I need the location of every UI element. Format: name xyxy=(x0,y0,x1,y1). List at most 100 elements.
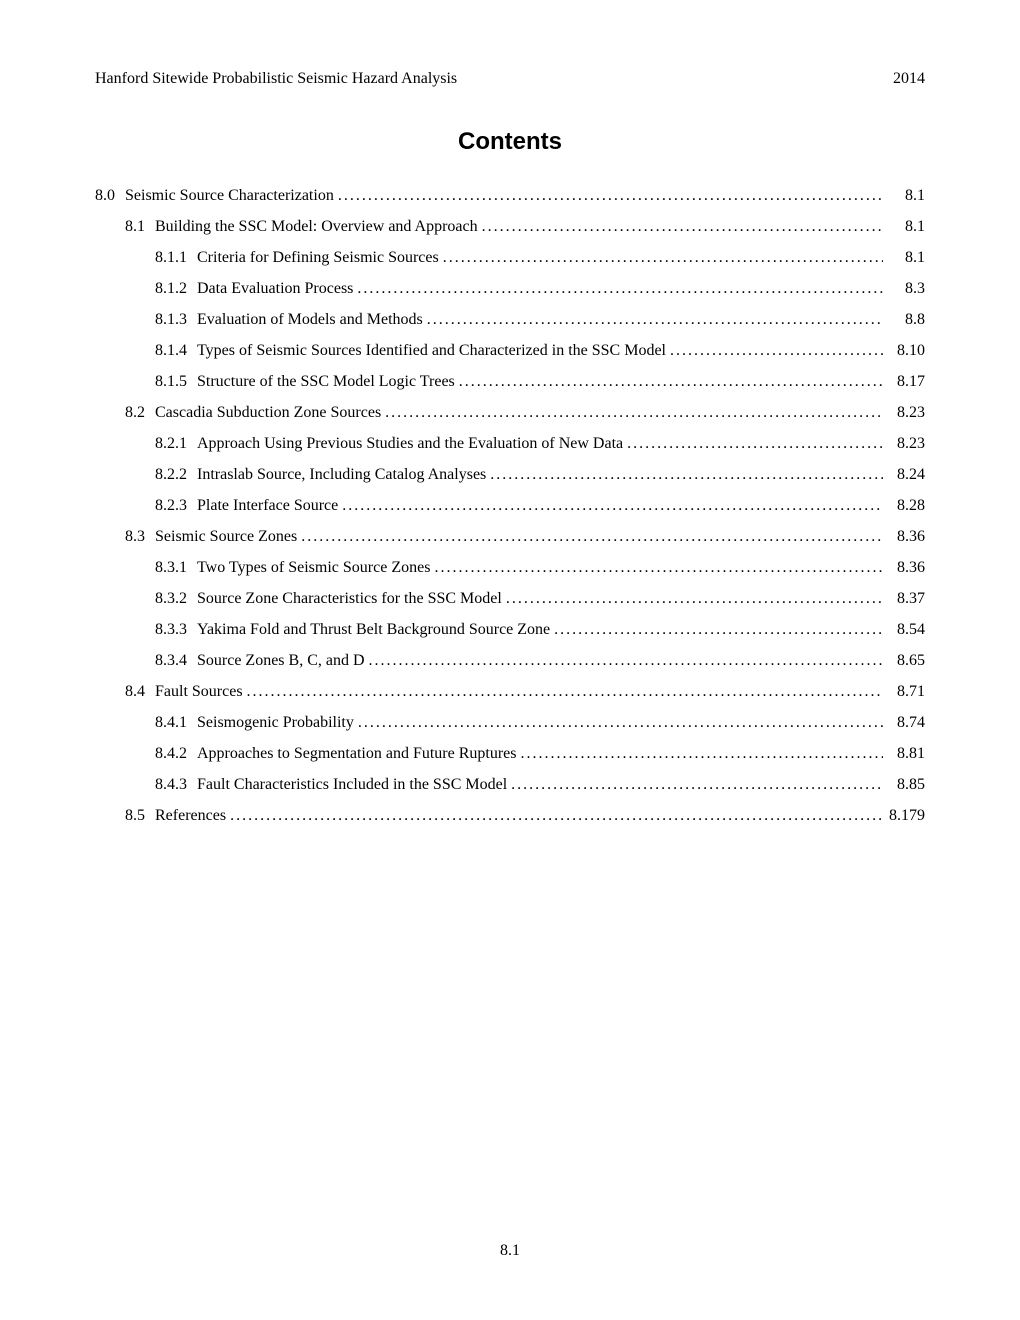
toc-entry-page: 8.23 xyxy=(883,432,925,456)
toc-entry-title: Intraslab Source, Including Catalog Anal… xyxy=(197,463,486,487)
toc-row: 8.2.1Approach Using Previous Studies and… xyxy=(95,432,925,456)
toc-row: 8.1.3Evaluation of Models and Methods...… xyxy=(95,308,925,332)
toc-leader-dots: ........................................… xyxy=(226,804,883,828)
toc-row: 8.2.3Plate Interface Source.............… xyxy=(95,494,925,518)
toc-entry-page: 8.1 xyxy=(883,184,925,208)
toc-row: 8.3Seismic Source Zones.................… xyxy=(95,525,925,549)
toc-entry-page: 8.17 xyxy=(883,370,925,394)
toc-entry-title: Building the SSC Model: Overview and App… xyxy=(155,215,478,239)
toc-row: 8.3.1Two Types of Seismic Source Zones..… xyxy=(95,556,925,580)
toc-entry-number: 8.1.5 xyxy=(95,370,197,394)
toc-row: 8.0Seismic Source Characterization......… xyxy=(95,184,925,208)
toc-entry-page: 8.28 xyxy=(883,494,925,518)
toc-entry-number: 8.4.3 xyxy=(95,773,197,797)
toc-leader-dots: ........................................… xyxy=(353,277,883,301)
toc-row: 8.4.1Seismogenic Probability............… xyxy=(95,711,925,735)
toc-row: 8.2.2Intraslab Source, Including Catalog… xyxy=(95,463,925,487)
toc-entry-number: 8.3 xyxy=(95,525,155,549)
toc-entry-number: 8.2.1 xyxy=(95,432,197,456)
toc-leader-dots: ........................................… xyxy=(430,556,883,580)
toc-row: 8.3.4Source Zones B, C, and D...........… xyxy=(95,649,925,673)
toc-entry-number: 8.2.3 xyxy=(95,494,197,518)
toc-entry-page: 8.36 xyxy=(883,525,925,549)
toc-row: 8.3.3Yakima Fold and Thrust Belt Backgro… xyxy=(95,618,925,642)
toc-entry-page: 8.65 xyxy=(883,649,925,673)
toc-entry-page: 8.1 xyxy=(883,215,925,239)
toc-entry-number: 8.1.2 xyxy=(95,277,197,301)
toc-row: 8.1.2Data Evaluation Process............… xyxy=(95,277,925,301)
toc-leader-dots: ........................................… xyxy=(334,184,883,208)
toc-entry-number: 8.2.2 xyxy=(95,463,197,487)
toc-entry-title: Source Zone Characteristics for the SSC … xyxy=(197,587,502,611)
toc-entry-title: Approaches to Segmentation and Future Ru… xyxy=(197,742,517,766)
toc-entry-page: 8.24 xyxy=(883,463,925,487)
toc-row: 8.2Cascadia Subduction Zone Sources.....… xyxy=(95,401,925,425)
toc-entry-page: 8.54 xyxy=(883,618,925,642)
toc-entry-title: Evaluation of Models and Methods xyxy=(197,308,423,332)
header-year: 2014 xyxy=(893,70,925,88)
toc-leader-dots: ........................................… xyxy=(478,215,883,239)
toc-entry-number: 8.1 xyxy=(95,215,155,239)
toc-row: 8.4Fault Sources........................… xyxy=(95,680,925,704)
toc-row: 8.3.2Source Zone Characteristics for the… xyxy=(95,587,925,611)
toc-entry-number: 8.1.4 xyxy=(95,339,197,363)
toc-entry-number: 8.4.2 xyxy=(95,742,197,766)
toc-entry-title: Source Zones B, C, and D xyxy=(197,649,365,673)
toc-row: 8.1.4Types of Seismic Sources Identified… xyxy=(95,339,925,363)
toc-row: 8.1Building the SSC Model: Overview and … xyxy=(95,215,925,239)
toc-row: 8.5References...........................… xyxy=(95,804,925,828)
toc-entry-title: Fault Sources xyxy=(155,680,243,704)
toc-entry-page: 8.1 xyxy=(883,246,925,270)
toc-leader-dots: ........................................… xyxy=(354,711,883,735)
toc-entry-page: 8.81 xyxy=(883,742,925,766)
toc-entry-number: 8.3.1 xyxy=(95,556,197,580)
toc-entry-title: Yakima Fold and Thrust Belt Background S… xyxy=(197,618,550,642)
toc-leader-dots: ........................................… xyxy=(297,525,883,549)
toc-entry-title: Plate Interface Source xyxy=(197,494,338,518)
table-of-contents: 8.0Seismic Source Characterization......… xyxy=(95,184,925,828)
toc-leader-dots: ........................................… xyxy=(381,401,883,425)
toc-entry-page: 8.37 xyxy=(883,587,925,611)
toc-leader-dots: ........................................… xyxy=(365,649,883,673)
page-header: Hanford Sitewide Probabilistic Seismic H… xyxy=(95,70,925,88)
toc-entry-number: 8.3.4 xyxy=(95,649,197,673)
toc-entry-title: Approach Using Previous Studies and the … xyxy=(197,432,623,456)
toc-row: 8.1.5Structure of the SSC Model Logic Tr… xyxy=(95,370,925,394)
toc-entry-title: References xyxy=(155,804,226,828)
toc-leader-dots: ........................................… xyxy=(423,308,883,332)
toc-entry-title: Structure of the SSC Model Logic Trees xyxy=(197,370,455,394)
toc-entry-number: 8.3.2 xyxy=(95,587,197,611)
toc-leader-dots: ........................................… xyxy=(243,680,883,704)
toc-leader-dots: ........................................… xyxy=(338,494,883,518)
toc-leader-dots: ........................................… xyxy=(666,339,883,363)
toc-entry-title: Seismic Source Zones xyxy=(155,525,297,549)
toc-entry-title: Two Types of Seismic Source Zones xyxy=(197,556,430,580)
toc-leader-dots: ........................................… xyxy=(517,742,884,766)
toc-entry-page: 8.3 xyxy=(883,277,925,301)
toc-entry-number: 8.5 xyxy=(95,804,155,828)
contents-heading: Contents xyxy=(95,128,925,156)
toc-entry-title: Data Evaluation Process xyxy=(197,277,353,301)
toc-leader-dots: ........................................… xyxy=(502,587,883,611)
toc-entry-page: 8.8 xyxy=(883,308,925,332)
toc-entry-page: 8.71 xyxy=(883,680,925,704)
toc-entry-number: 8.3.3 xyxy=(95,618,197,642)
toc-entry-number: 8.4 xyxy=(95,680,155,704)
toc-entry-page: 8.10 xyxy=(883,339,925,363)
toc-leader-dots: ........................................… xyxy=(486,463,883,487)
toc-entry-number: 8.0 xyxy=(95,184,125,208)
toc-entry-title: Criteria for Defining Seismic Sources xyxy=(197,246,439,270)
toc-entry-title: Seismogenic Probability xyxy=(197,711,354,735)
toc-entry-number: 8.1.1 xyxy=(95,246,197,270)
toc-entry-title: Cascadia Subduction Zone Sources xyxy=(155,401,381,425)
toc-entry-title: Types of Seismic Sources Identified and … xyxy=(197,339,666,363)
toc-entry-title: Seismic Source Characterization xyxy=(125,184,334,208)
toc-entry-page: 8.85 xyxy=(883,773,925,797)
toc-row: 8.4.2Approaches to Segmentation and Futu… xyxy=(95,742,925,766)
toc-entry-title: Fault Characteristics Included in the SS… xyxy=(197,773,507,797)
toc-leader-dots: ........................................… xyxy=(623,432,883,456)
toc-row: 8.4.3Fault Characteristics Included in t… xyxy=(95,773,925,797)
toc-leader-dots: ........................................… xyxy=(455,370,883,394)
toc-entry-number: 8.1.3 xyxy=(95,308,197,332)
toc-leader-dots: ........................................… xyxy=(507,773,883,797)
